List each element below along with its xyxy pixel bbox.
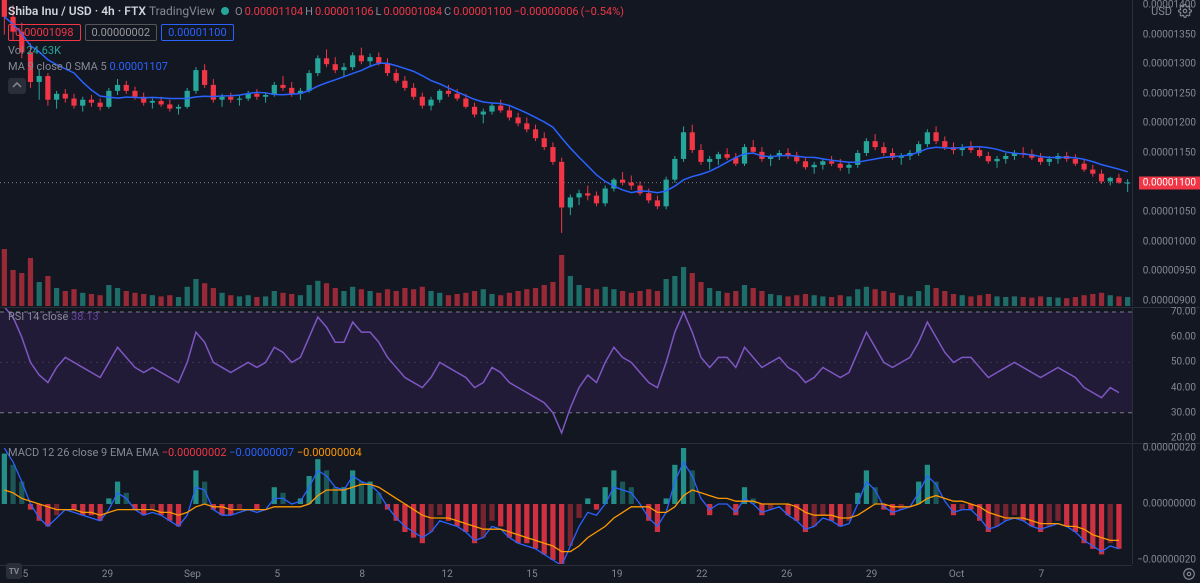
macd-pane[interactable]	[0, 444, 1132, 564]
price-y-axis[interactable]: 0.000014000.000013500.000013000.00001250…	[1132, 0, 1200, 306]
candlestick-chart[interactable]	[0, 0, 1132, 306]
time-x-axis[interactable]: 2529Sep58121519222629Oct7	[0, 565, 1132, 583]
market-status-dot	[221, 7, 229, 15]
chart-header: Shiba Inu / USD · 4h · FTX TradingView O…	[8, 4, 1192, 18]
rsi-chart[interactable]	[0, 308, 1132, 442]
volume-label: Vol 24.63K	[8, 44, 61, 57]
collapse-button[interactable]	[8, 78, 26, 94]
rsi-pane[interactable]	[0, 308, 1132, 442]
macd-label: MACD 12 26 close 9 EMA EMA −0.00000002 −…	[8, 446, 362, 459]
symbol-title: Shiba Inu / USD · 4h · FTX TradingView	[8, 4, 215, 18]
macd-y-axis[interactable]: 0.000000200.00000000−0.00000020	[1132, 444, 1200, 564]
price-pane[interactable]	[0, 0, 1132, 306]
rsi-y-axis[interactable]: 70.0060.0050.0040.0030.0020.00	[1132, 308, 1200, 442]
ohlc-display: O0.00001104 H0.00001106 L0.00001084 C0.0…	[235, 5, 624, 18]
snapshot-icon[interactable]	[1182, 567, 1196, 581]
ma-label: MA 9 close 0 SMA 5 0.00001107	[8, 60, 168, 73]
value-box-1: 0.00001098	[8, 24, 81, 41]
tradingview-logo-icon[interactable]: TV	[6, 563, 22, 579]
macd-chart[interactable]	[0, 444, 1132, 564]
value-box-3: 0.00001100	[161, 24, 234, 41]
currency-label: USD	[1151, 5, 1172, 18]
trading-chart[interactable]: Shiba Inu / USD · 4h · FTX TradingView O…	[0, 0, 1200, 583]
value-boxes: 0.00001098 0.00000002 0.00001100	[8, 24, 234, 41]
gear-icon[interactable]	[1178, 4, 1192, 18]
rsi-label: RSI 14 close 38.13	[8, 310, 99, 323]
value-box-2: 0.00000002	[85, 24, 158, 41]
